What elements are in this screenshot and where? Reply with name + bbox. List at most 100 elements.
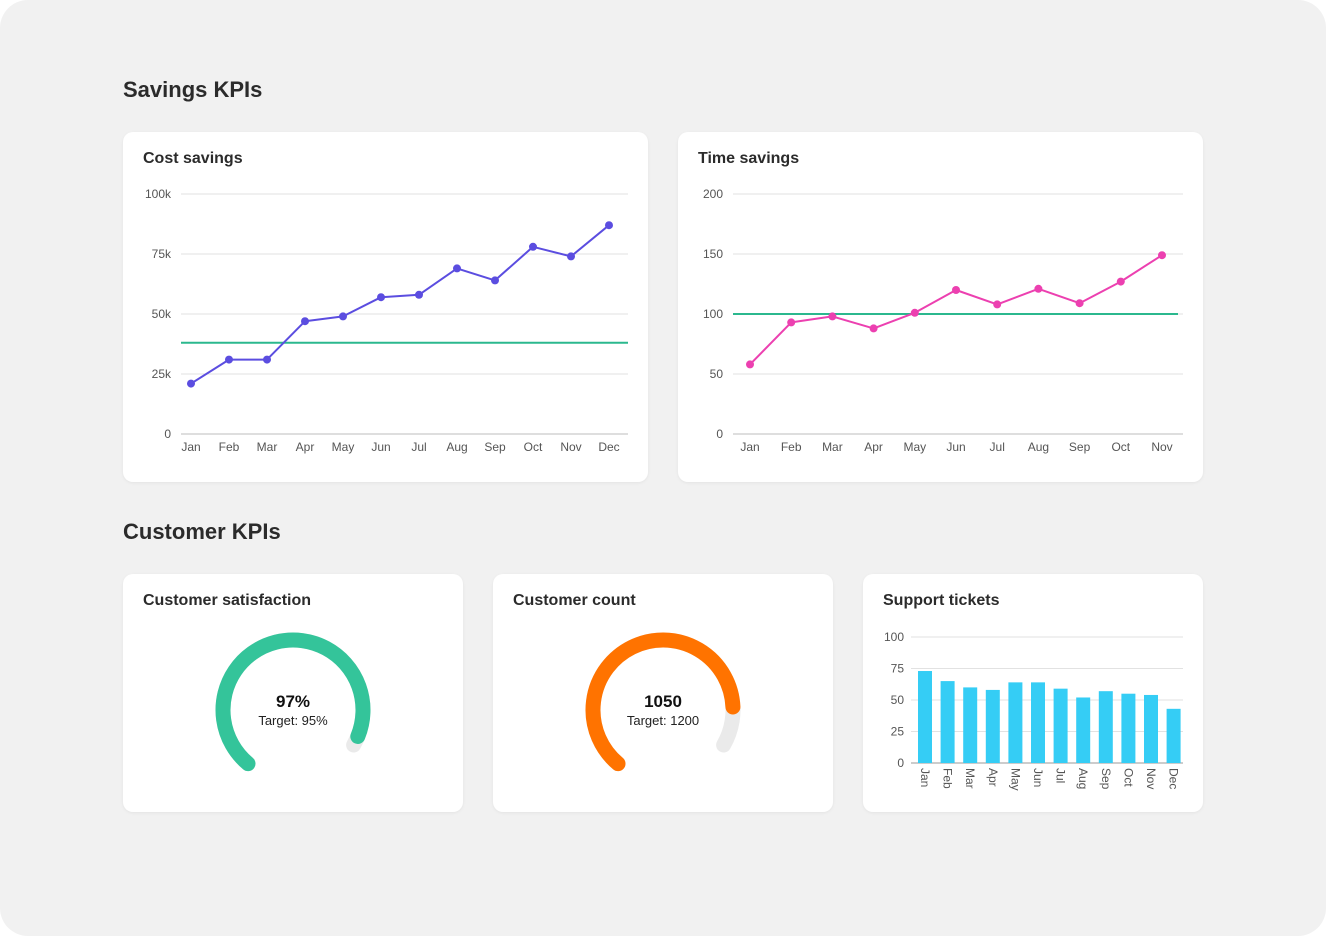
data-point [1075, 299, 1084, 308]
x-tick-label: Apr [296, 440, 315, 454]
x-tick-label: Jan [918, 768, 932, 787]
x-tick-label: Dec [1167, 768, 1181, 789]
bar [1031, 682, 1045, 763]
x-tick-label: May [332, 440, 355, 454]
customer-count-title: Customer count [513, 592, 636, 609]
y-tick-label: 0 [716, 427, 723, 441]
data-point [1034, 284, 1043, 293]
y-tick-label: 50 [710, 367, 724, 381]
x-tick-label: May [903, 440, 926, 454]
data-point [415, 290, 423, 299]
bar [1144, 694, 1158, 763]
data-point [993, 300, 1002, 309]
savings-kpis-heading: Savings KPIs [123, 77, 263, 102]
y-tick-label: 0 [897, 756, 904, 770]
bar [1121, 693, 1136, 763]
y-tick-label: 200 [703, 187, 723, 201]
time-savings-card: Time savings 0 50 100 150 200 Jan Feb Mar Apr May… [678, 132, 1203, 482]
data-point [529, 242, 537, 251]
x-tick-label: Dec [598, 440, 619, 454]
cost-savings-card: Cost savings 0 25k 50k 75k 100k Jan Feb Mar Apr M… [123, 132, 648, 482]
bar [1098, 691, 1113, 763]
bar [985, 689, 1000, 763]
x-tick-label: Aug [446, 440, 467, 454]
data-point [787, 318, 796, 327]
x-tick-label: Jun [1031, 768, 1045, 787]
y-tick-label: 75 [891, 662, 905, 676]
customer-satisfaction-title: Customer satisfaction [143, 592, 312, 609]
satisfaction-target: Target: 95% [258, 713, 328, 728]
time-savings-chart: 0 50 100 150 200 Jan Feb Mar Apr May Jun Jul Aug Sep O… [703, 187, 1183, 454]
bar [1166, 708, 1181, 763]
data-point [339, 312, 347, 321]
gauge-fill [585, 632, 741, 772]
data-point [301, 317, 309, 326]
data-point [605, 221, 613, 230]
customer-satisfaction-card: Customer satisfaction 97% Target: 95% [123, 574, 463, 812]
bar [963, 687, 978, 763]
x-tick-label: Aug [1028, 440, 1049, 454]
support-tickets-card: Support tickets 0 25 50 75 100 Jan Feb Mar Apr Ma… [863, 574, 1203, 812]
x-tick-label: May [1008, 768, 1022, 791]
series-line [749, 254, 1163, 366]
y-tick-label: 75k [152, 247, 172, 261]
data-point [187, 379, 195, 388]
x-tick-label: Mar [963, 768, 977, 789]
gauge-fill [215, 632, 371, 772]
x-tick-label: Feb [781, 440, 802, 454]
y-tick-label: 0 [164, 427, 171, 441]
customer-satisfaction-gauge: 97% Target: 95% [215, 632, 371, 772]
y-tick-label: 25k [152, 367, 172, 381]
data-point [567, 252, 575, 261]
data-point [869, 324, 878, 333]
count-target: Target: 1200 [627, 713, 699, 728]
x-tick-label: Nov [1144, 768, 1158, 789]
data-point [1116, 277, 1125, 286]
customer-count-gauge: 1050 Target: 1200 [585, 632, 741, 772]
x-tick-label: Apr [864, 440, 883, 454]
data-point [1158, 251, 1166, 260]
time-savings-title: Time savings [698, 150, 800, 167]
x-tick-label: Jan [740, 440, 759, 454]
y-tick-label: 50k [152, 307, 172, 321]
support-tickets-chart: 0 25 50 75 100 Jan Feb Mar Apr May Jun Jul Aug Sep Oct… [884, 630, 1183, 791]
x-tick-label: Nov [1151, 440, 1172, 454]
y-tick-label: 150 [703, 247, 723, 261]
x-tick-label: Oct [524, 440, 543, 454]
satisfaction-value: 97% [276, 692, 310, 711]
x-tick-label: Jun [946, 440, 965, 454]
y-tick-label: 50 [891, 693, 905, 707]
data-point [377, 293, 385, 302]
customer-count-card: Customer count 1050 Target: 1200 [493, 574, 833, 812]
x-tick-label: Mar [257, 440, 278, 454]
x-tick-label: Oct [1111, 440, 1130, 454]
support-tickets-title: Support tickets [883, 592, 1000, 609]
series-line [190, 224, 610, 385]
count-value: 1050 [644, 692, 682, 711]
x-tick-label: Feb [219, 440, 240, 454]
x-tick-label: Apr [986, 768, 1000, 787]
bar [1076, 697, 1091, 763]
x-tick-label: Jul [411, 440, 426, 454]
x-tick-label: Jul [990, 440, 1005, 454]
bar [1053, 688, 1068, 763]
y-tick-label: 100 [884, 630, 904, 644]
x-tick-label: Feb [941, 768, 955, 789]
x-tick-label: Nov [560, 440, 581, 454]
bar [940, 681, 955, 763]
x-tick-label: Mar [822, 440, 843, 454]
x-tick-label: Aug [1076, 768, 1090, 789]
y-tick-label: 25 [891, 725, 905, 739]
data-point [453, 264, 461, 273]
bar [1008, 682, 1023, 763]
cost-savings-title: Cost savings [143, 150, 243, 167]
x-tick-label: Jan [181, 440, 200, 454]
x-tick-label: Sep [1069, 440, 1091, 454]
y-tick-label: 100 [703, 307, 723, 321]
x-tick-label: Jul [1054, 768, 1068, 783]
data-point [491, 276, 499, 285]
y-tick-label: 100k [145, 187, 172, 201]
bar [918, 671, 932, 763]
cost-savings-chart: 0 25k 50k 75k 100k Jan Feb Mar Apr May Jun Jul Aug Se… [145, 187, 628, 454]
